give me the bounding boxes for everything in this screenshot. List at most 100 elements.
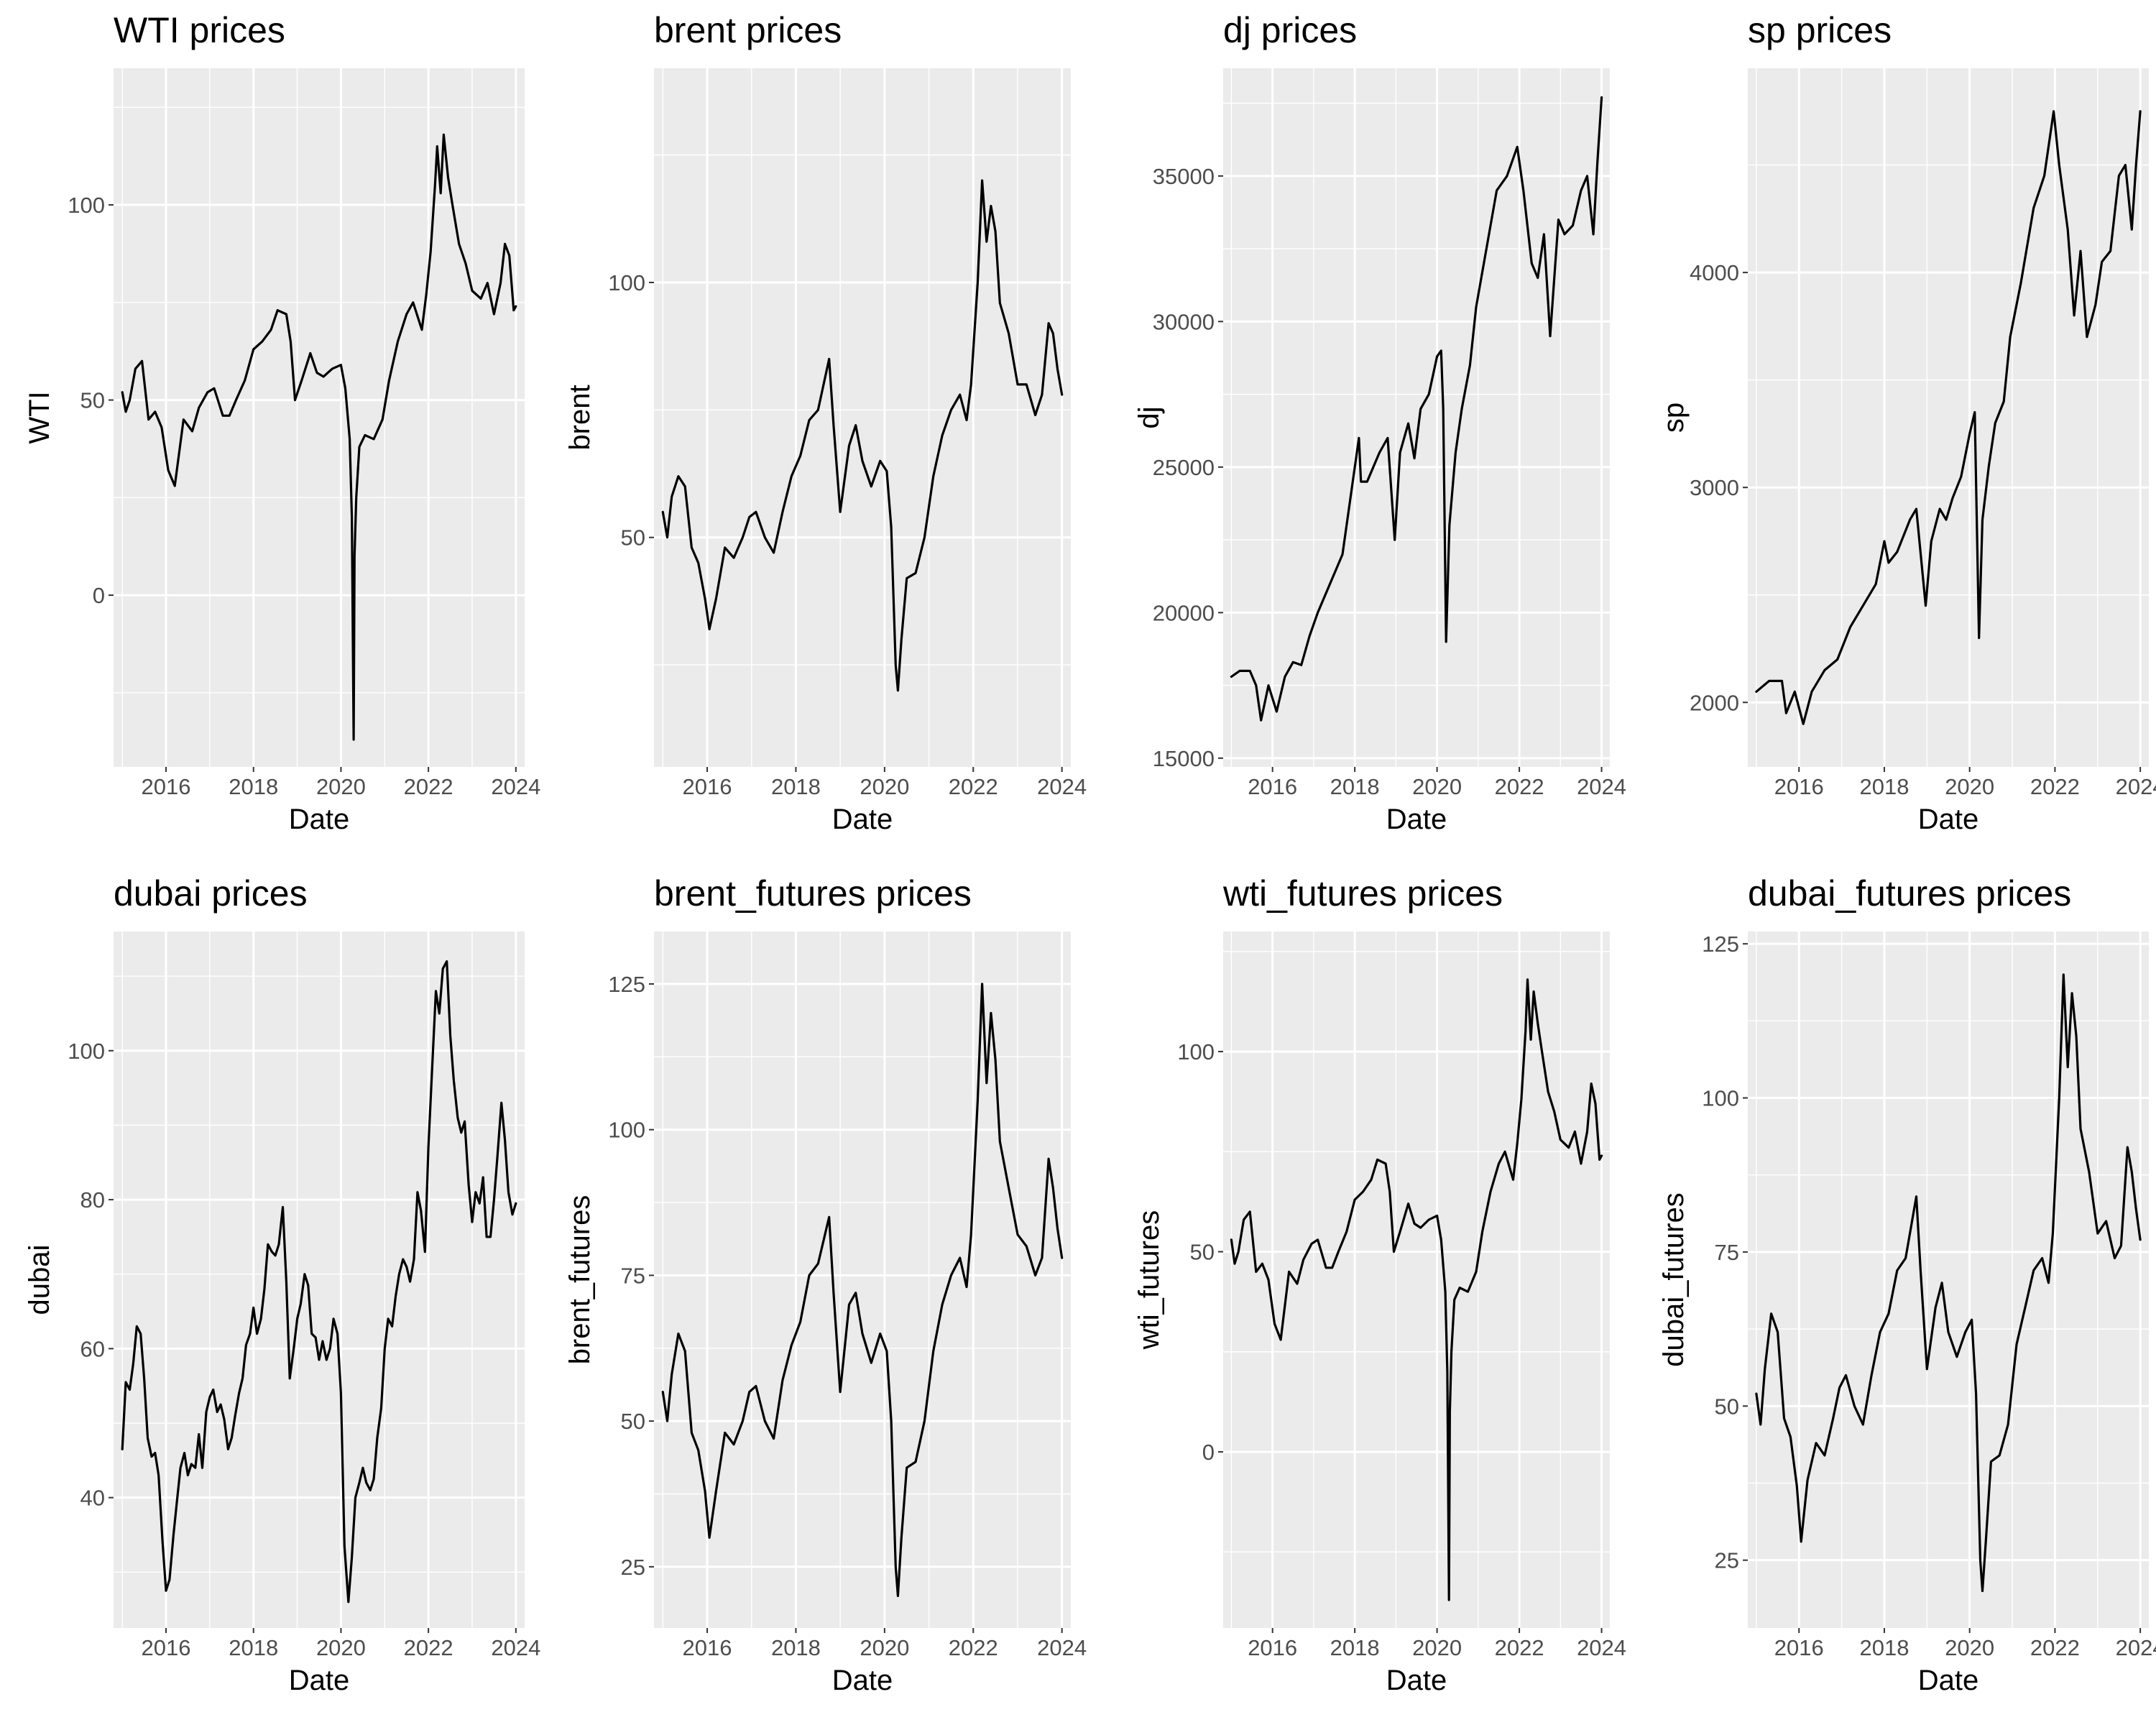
series-line-0 <box>1230 978 1603 1601</box>
y-tick-label: 125 <box>1702 932 1739 957</box>
x-tick-label: 2022 <box>949 774 998 799</box>
series-line-0 <box>1755 110 2142 725</box>
x-tick-label: 2018 <box>771 774 821 799</box>
panel-title: sp prices <box>1748 10 1892 50</box>
x-tick-label: 2022 <box>2030 1635 2080 1660</box>
panel-background <box>1223 68 1610 767</box>
y-axis-title: dj <box>1133 406 1165 428</box>
x-tick-label: 2016 <box>142 774 191 799</box>
x-tick-label: 2024 <box>491 1635 540 1660</box>
series-line-0 <box>121 133 517 741</box>
panel-title: wti_futures prices <box>1222 873 1503 914</box>
x-tick-label: 2018 <box>1859 1635 1909 1660</box>
panel-7: 25 50 75 100 125 2016 2018 2020 2022 2024 dubai_fu… <box>1658 873 2156 1696</box>
x-tick-label: 2016 <box>1774 774 1824 799</box>
x-tick-label: 2020 <box>860 1635 909 1660</box>
panel-3: 2000 3000 4000 2016 2018 2020 2022 2024 sp price… <box>1658 10 2156 835</box>
x-tick-label: 2018 <box>771 1635 821 1660</box>
x-tick-label: 2020 <box>860 774 909 799</box>
y-tick-label: 25000 <box>1153 455 1215 480</box>
y-tick-label: 40 <box>80 1486 105 1511</box>
panel-background <box>114 68 525 767</box>
x-axis-title: Date <box>1386 1665 1447 1696</box>
panel-background <box>654 932 1071 1628</box>
y-tick-label: 2000 <box>1690 690 1739 715</box>
x-tick-label: 2020 <box>1412 774 1462 799</box>
y-tick-label: 50 <box>1190 1240 1215 1265</box>
y-axis-title: brent <box>564 385 596 450</box>
y-tick-label: 50 <box>621 1409 645 1434</box>
series-line-0 <box>121 960 517 1604</box>
y-tick-label: 25 <box>621 1555 645 1580</box>
x-tick-label: 2016 <box>1248 1635 1297 1660</box>
y-tick-label: 30000 <box>1153 309 1215 334</box>
panel-title: WTI prices <box>114 10 285 50</box>
x-tick-label: 2020 <box>1945 774 1994 799</box>
y-tick-label: 100 <box>1177 1039 1215 1064</box>
y-tick-label: 15000 <box>1153 746 1215 771</box>
series-line-0 <box>661 983 1064 1597</box>
x-tick-label: 2022 <box>1495 774 1544 799</box>
x-axis-title: Date <box>1918 1665 1979 1696</box>
x-tick-label: 2024 <box>1577 774 1626 799</box>
panel-title: dubai prices <box>114 873 308 914</box>
y-tick-label: 75 <box>621 1263 645 1288</box>
x-tick-label: 2024 <box>1577 1635 1626 1660</box>
panel-title: dj prices <box>1223 10 1357 50</box>
x-tick-label: 2016 <box>142 1635 191 1660</box>
x-tick-label: 2022 <box>1495 1635 1544 1660</box>
x-tick-label: 2018 <box>1330 774 1380 799</box>
panel-background <box>1748 68 2149 767</box>
y-tick-label: 100 <box>68 1039 105 1064</box>
y-tick-label: 60 <box>80 1336 105 1361</box>
y-axis-title: dubai_futures <box>1658 1192 1690 1366</box>
y-tick-label: 35000 <box>1153 164 1215 189</box>
y-tick-label: 50 <box>621 525 645 551</box>
y-tick-label: 75 <box>1715 1240 1739 1265</box>
x-tick-label: 2022 <box>949 1635 998 1660</box>
y-axis-title: sp <box>1658 402 1690 433</box>
y-axis-title: wti_futures <box>1133 1210 1165 1350</box>
series-line-0 <box>661 179 1064 692</box>
x-tick-label: 2016 <box>1774 1635 1824 1660</box>
x-tick-label: 2016 <box>683 774 732 799</box>
y-axis-title: WTI <box>24 391 55 443</box>
x-tick-label: 2018 <box>229 1635 278 1660</box>
series-line-0 <box>1230 96 1603 722</box>
panel-2: 15000 20000 25000 30000 35000 2016 2018 2020 202… <box>1133 10 1626 835</box>
panel-background <box>654 68 1071 767</box>
x-tick-label: 2016 <box>1248 774 1297 799</box>
y-tick-label: 50 <box>1715 1394 1739 1419</box>
x-tick-label: 2018 <box>229 774 278 799</box>
panel-0: 0 50 100 2016 2018 2020 2022 2024 WTI prices Date… <box>24 10 540 835</box>
panel-title: brent_futures prices <box>654 873 972 914</box>
y-tick-label: 80 <box>80 1187 105 1213</box>
panel-title: dubai_futures prices <box>1748 873 2071 914</box>
x-tick-label: 2024 <box>2116 1635 2156 1660</box>
x-tick-label: 2024 <box>2116 774 2156 799</box>
y-tick-label: 100 <box>608 1118 645 1143</box>
y-tick-label: 0 <box>93 583 105 608</box>
x-axis-title: Date <box>832 1665 893 1696</box>
x-tick-label: 2024 <box>1037 774 1087 799</box>
x-axis-title: Date <box>832 804 893 835</box>
y-tick-label: 4000 <box>1690 260 1739 285</box>
x-tick-label: 2024 <box>1037 1635 1087 1660</box>
x-axis-title: Date <box>1386 804 1447 835</box>
x-axis-title: Date <box>1918 804 1979 835</box>
panel-background <box>1223 932 1610 1628</box>
panel-title: brent prices <box>654 10 842 50</box>
x-tick-label: 2024 <box>491 774 540 799</box>
x-tick-label: 2022 <box>2030 774 2080 799</box>
x-axis-title: Date <box>289 804 350 835</box>
x-tick-label: 2020 <box>316 774 366 799</box>
panel-background <box>1748 932 2149 1628</box>
panel-4: 40 60 80 100 2016 2018 2020 2022 2024 dubai price… <box>24 873 540 1696</box>
panel-1: 50 100 2016 2018 2020 2022 2024 brent prices Dat… <box>564 10 1087 835</box>
x-tick-label: 2018 <box>1330 1635 1380 1660</box>
panel-6: 0 50 100 2016 2018 2020 2022 2024 wti_futures pr… <box>1133 873 1626 1696</box>
x-tick-label: 2022 <box>404 1635 453 1660</box>
y-tick-label: 50 <box>80 388 105 413</box>
series-line-0 <box>1755 973 2142 1593</box>
